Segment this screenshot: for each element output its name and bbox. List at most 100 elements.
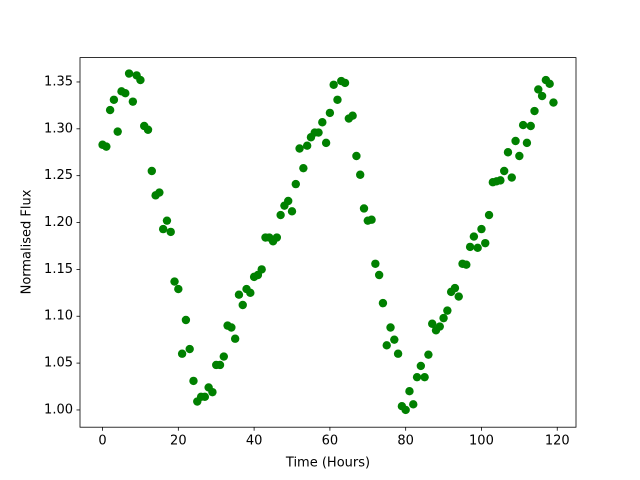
y-tick-label: 1.30 — [44, 121, 73, 136]
data-point — [246, 288, 255, 298]
y-tick-label: 1.10 — [44, 309, 73, 324]
data-point — [200, 392, 210, 402]
data-point — [166, 227, 175, 237]
data-point — [185, 344, 194, 354]
data-point — [496, 176, 505, 185]
data-point — [390, 335, 399, 344]
data-point — [234, 290, 244, 299]
data-point — [386, 323, 395, 332]
data-point — [359, 204, 369, 213]
data-point — [530, 106, 539, 116]
data-point — [230, 334, 240, 343]
data-point — [215, 360, 225, 370]
data-point — [405, 387, 414, 396]
data-point — [443, 306, 452, 315]
data-point — [435, 322, 444, 331]
plot-frame — [79, 57, 577, 428]
data-point — [158, 224, 168, 234]
data-point — [276, 210, 285, 220]
data-point — [374, 270, 384, 280]
data-point — [189, 376, 198, 386]
data-point — [121, 89, 130, 98]
x-tick-label: 60 — [322, 434, 339, 449]
data-point — [473, 243, 482, 253]
data-point — [401, 405, 410, 415]
data-point — [181, 315, 191, 325]
data-point — [409, 400, 418, 409]
data-point — [295, 144, 304, 153]
data-point — [439, 313, 448, 323]
data-point — [356, 170, 365, 179]
y-tick-label: 1.35 — [44, 74, 73, 89]
data-point — [177, 349, 187, 358]
data-point — [465, 242, 475, 252]
data-point — [113, 127, 122, 136]
data-point — [549, 98, 558, 107]
data-point — [518, 120, 528, 130]
data-point — [348, 111, 357, 120]
data-point — [378, 298, 388, 308]
y-tick-label: 1.05 — [44, 356, 73, 371]
x-tick-label: 0 — [98, 434, 106, 449]
data-point — [382, 341, 391, 350]
data-point — [367, 215, 376, 224]
x-tick-label: 100 — [469, 434, 494, 449]
x-tick-label: 80 — [397, 434, 414, 449]
data-point — [428, 319, 437, 328]
data-point — [329, 80, 338, 89]
data-point — [484, 210, 494, 220]
data-point — [333, 95, 342, 104]
data-point — [124, 69, 134, 78]
data-point — [321, 138, 331, 148]
data-point — [526, 121, 535, 131]
data-point — [515, 151, 524, 161]
data-point — [287, 207, 297, 216]
data-point — [291, 179, 300, 189]
data-point — [352, 151, 361, 161]
data-point — [416, 361, 426, 371]
y-axis-label: Normalised Flux — [20, 189, 35, 294]
data-point — [481, 238, 490, 248]
data-point — [272, 233, 282, 242]
data-point — [102, 142, 111, 151]
data-point — [477, 224, 486, 234]
data-point — [537, 91, 547, 101]
data-point — [499, 166, 509, 176]
x-tick-label: 40 — [246, 434, 263, 449]
data-point — [128, 97, 138, 106]
data-point — [534, 85, 543, 94]
x-tick-label: 20 — [170, 434, 187, 449]
data-point — [314, 128, 323, 137]
y-tick-label: 1.20 — [44, 215, 73, 230]
data-point — [174, 284, 183, 294]
y-tick-label: 1.00 — [44, 402, 73, 417]
data-point — [109, 95, 119, 104]
data-point — [155, 188, 164, 197]
data-point — [162, 216, 172, 225]
data-point — [208, 387, 217, 397]
data-point — [371, 259, 380, 268]
data-point — [284, 196, 293, 206]
data-point — [450, 283, 460, 293]
data-point — [238, 300, 247, 310]
data-point — [507, 173, 516, 182]
data-point — [136, 75, 145, 85]
data-point — [318, 118, 327, 127]
data-point — [522, 138, 532, 148]
data-point — [469, 232, 479, 241]
x-tick-label: 120 — [545, 434, 570, 449]
data-point — [545, 79, 554, 89]
data-point — [420, 372, 429, 382]
data-point — [412, 372, 422, 382]
y-tick-label: 1.15 — [44, 262, 73, 277]
data-point — [257, 265, 266, 274]
data-point — [219, 352, 228, 361]
data-point — [424, 350, 433, 359]
data-point — [340, 78, 350, 88]
data-point — [503, 148, 513, 157]
data-point — [302, 141, 312, 150]
data-point — [511, 136, 520, 146]
data-point — [170, 277, 179, 286]
data-point — [105, 105, 115, 115]
